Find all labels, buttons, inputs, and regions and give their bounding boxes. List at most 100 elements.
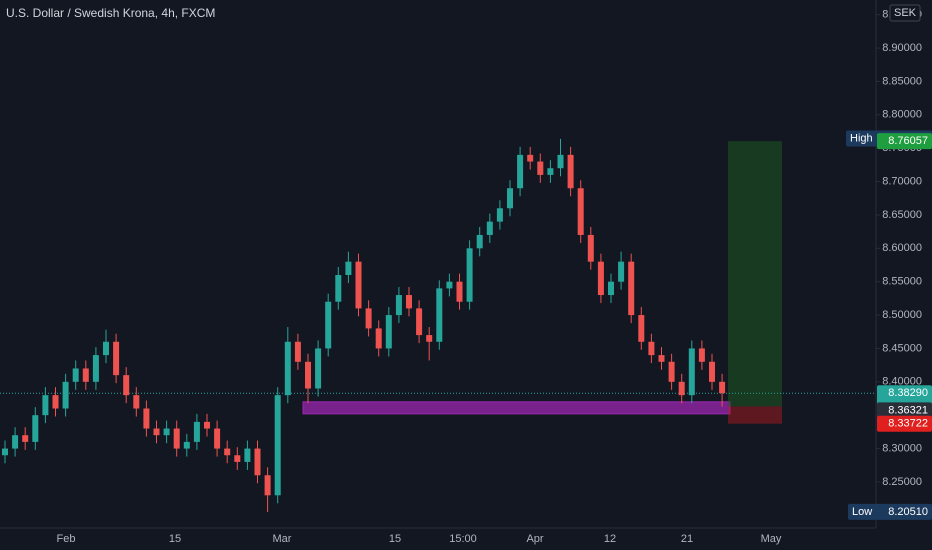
candle-body [325, 301, 332, 349]
candle-body [173, 428, 180, 449]
candle-body [193, 421, 200, 442]
candle-body [436, 288, 443, 342]
candle-body [537, 161, 544, 175]
y-tick-label: 8.70000 [882, 175, 922, 187]
candle-body [688, 348, 695, 396]
x-tick-label: May [761, 533, 782, 545]
loss-zone [728, 406, 782, 424]
candle-body [446, 281, 453, 289]
candle-body [577, 188, 584, 235]
y-tick-label: 8.55000 [882, 276, 922, 288]
candle-body [597, 261, 604, 296]
candle-body [426, 335, 433, 342]
x-tick-label: Feb [57, 533, 76, 545]
candle-body [224, 448, 231, 456]
low-marker-name: Low [852, 506, 872, 518]
candle-body [507, 188, 513, 209]
candle-body [52, 395, 59, 409]
candle-body [486, 221, 493, 235]
x-tick-label: Apr [526, 533, 543, 545]
y-tick-label: 8.25000 [882, 476, 922, 488]
y-tick-label: 8.30000 [882, 442, 922, 454]
candle-body [214, 428, 221, 449]
x-tick-label: 12 [604, 533, 616, 545]
stop-label: 8.33722 [888, 418, 928, 430]
plot [0, 14, 880, 512]
candle-body [638, 315, 645, 342]
candle-body [204, 421, 210, 429]
currency-box [889, 4, 921, 22]
y-tick-label: 8.60000 [882, 242, 922, 254]
y-tick-label: 8.80000 [882, 109, 922, 121]
entry-box [877, 402, 932, 419]
candle-body [254, 448, 261, 476]
currency-label: SEK [894, 7, 917, 19]
candle-body [305, 361, 311, 389]
y-tick-label: 8.50000 [882, 309, 922, 321]
candle-body [628, 261, 635, 316]
x-tick-label: 15 [389, 533, 401, 545]
candle-body [42, 395, 49, 416]
candle-body [82, 368, 89, 382]
entry-label: 8.36321 [888, 404, 928, 416]
candle-body [103, 341, 109, 356]
candle-body [335, 275, 342, 302]
candle-body [678, 381, 685, 396]
candle-body [163, 428, 170, 436]
candle-body [456, 281, 463, 302]
candle-body [274, 395, 281, 496]
y-tick-label: 8.90000 [882, 42, 922, 54]
candle-body [234, 455, 241, 462]
candle-body [416, 308, 423, 336]
candle-body [395, 295, 402, 316]
candle-body [32, 415, 39, 442]
candle-body [244, 448, 251, 462]
candle-body [355, 261, 362, 309]
y-tick-label: 8.65000 [882, 209, 922, 221]
target-box [877, 133, 932, 150]
candle-body [294, 341, 301, 362]
candle-body [567, 154, 574, 189]
candle-body [72, 368, 79, 382]
candle-body [62, 381, 69, 409]
last-price-label: 8.38290 [888, 387, 928, 399]
x-tick-label: Mar [273, 533, 292, 545]
candle-body [648, 341, 655, 356]
candle-body [618, 261, 625, 282]
candle-body [385, 315, 392, 349]
candle-body [375, 328, 382, 349]
candle-body [608, 281, 614, 296]
candle-body [517, 154, 524, 189]
x-tick-label: 15 [169, 533, 181, 545]
candle-body [587, 234, 594, 262]
candle-body [466, 248, 473, 302]
y-tick-label: 8.40000 [882, 376, 922, 388]
low-marker-price: 8.20510 [888, 506, 928, 518]
x-tick-label: 21 [681, 533, 693, 545]
candle-body [183, 441, 190, 449]
target-label: 8.76057 [888, 135, 928, 147]
x-tick-label: 15:00 [449, 533, 477, 545]
demand-zone [302, 401, 731, 415]
candle-body [123, 375, 130, 396]
candle-body [709, 361, 715, 382]
candle-body [133, 395, 140, 409]
candle-body [698, 348, 705, 362]
candle-body [406, 295, 412, 309]
candle-body [284, 341, 291, 396]
candle-body [143, 408, 150, 429]
candle-body [658, 355, 665, 362]
candle-body [22, 435, 29, 442]
y-tick-label: 8.85000 [882, 75, 922, 87]
low-marker-box [848, 503, 932, 520]
candle-body [557, 154, 564, 169]
y-tick-label: 8.45000 [882, 342, 922, 354]
candle-body [547, 168, 554, 175]
stop-box [877, 415, 932, 432]
candle-body [668, 361, 675, 382]
candle-body [12, 435, 19, 449]
candle-body [476, 234, 483, 249]
profit-zone [728, 141, 782, 407]
